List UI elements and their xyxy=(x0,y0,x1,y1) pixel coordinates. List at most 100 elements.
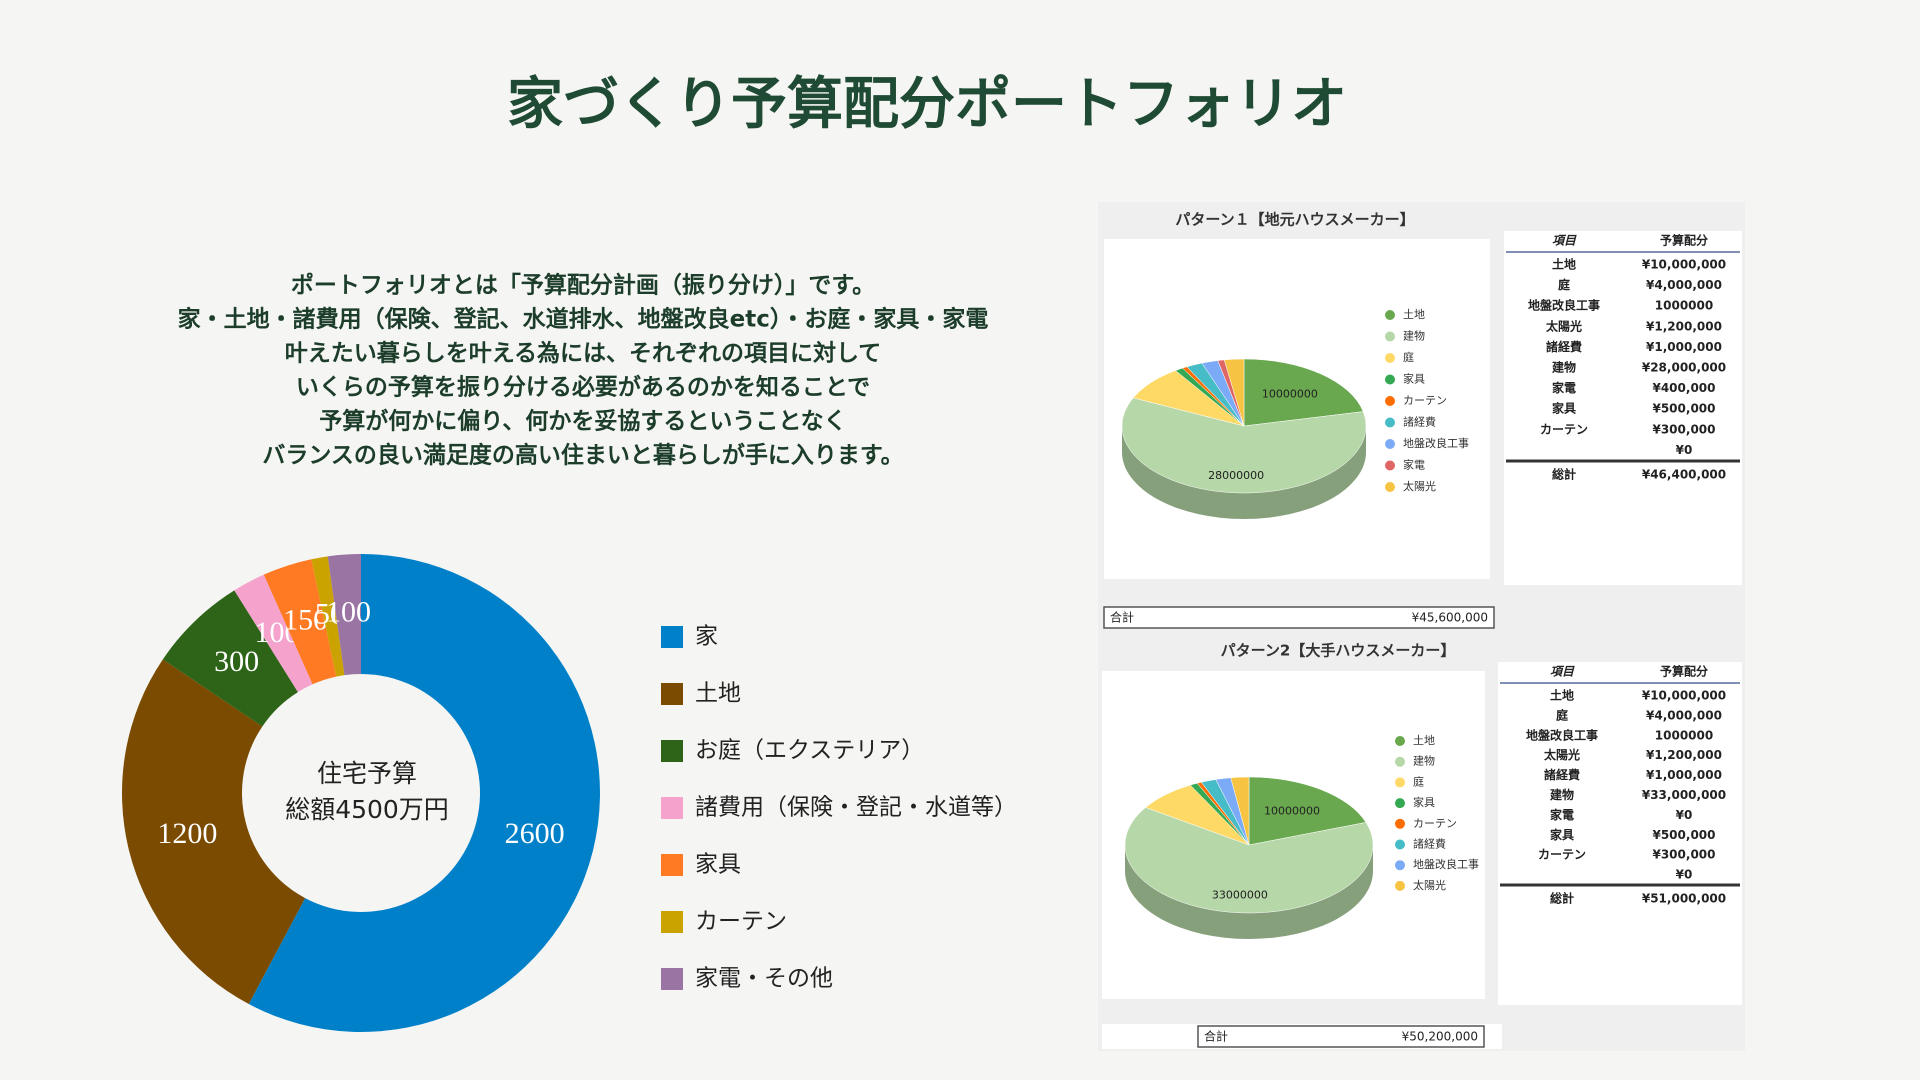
table-cell: ¥33,000,000 xyxy=(1642,788,1726,802)
legend-label: 土地 xyxy=(695,681,741,707)
table-cell: 諸経費 xyxy=(1544,767,1580,782)
table-cell: 太陽光 xyxy=(1546,318,1582,333)
legend-swatch xyxy=(1385,353,1395,363)
slice-label: 28000000 xyxy=(1208,469,1264,482)
slice-label: 300 xyxy=(214,645,259,678)
table-cell: 1000000 xyxy=(1655,728,1713,742)
center-label: 総額4500万円 xyxy=(285,795,449,824)
intro-line: 家・土地・諸費用（保険、登記、水道排水、地盤改良etc）・お庭・家具・家電 xyxy=(178,306,989,333)
legend-label: 建物 xyxy=(1403,329,1425,343)
table-cell: ¥10,000,000 xyxy=(1642,689,1726,703)
intro-line: ポートフォリオとは「予算配分計画（振り分け）」です。 xyxy=(291,272,875,299)
table-header: 予算配分 xyxy=(1660,233,1708,248)
legend-swatch xyxy=(1395,736,1405,746)
donut-slice xyxy=(327,554,361,676)
legend-swatch xyxy=(1385,460,1395,471)
legend-label: 家電・その他 xyxy=(695,966,833,992)
donut-slice xyxy=(311,556,345,677)
legend-swatch xyxy=(1385,331,1395,342)
pie-slice xyxy=(1230,776,1250,846)
table-cell: ¥300,000 xyxy=(1652,848,1715,862)
table-cell: ¥1,000,000 xyxy=(1646,768,1722,782)
chart-title: パターン１【地元ハウスメーカー】 xyxy=(1175,211,1414,229)
pie-slice xyxy=(1243,358,1364,427)
legend-label: カーテン xyxy=(1403,394,1447,407)
legend-swatch xyxy=(1385,374,1395,385)
slide-title: 家づくり予算配分ポートフォリオ xyxy=(507,72,1347,137)
table-cell: ¥0 xyxy=(1676,443,1693,457)
legend-swatch xyxy=(1395,777,1405,788)
table-box xyxy=(1504,231,1742,585)
chart-title: パターン2【大手ハウスメーカー】 xyxy=(1221,642,1456,660)
legend-label: 地盤改良工事 xyxy=(1403,436,1469,450)
legend-swatch xyxy=(661,911,683,933)
legend-label: 庭 xyxy=(1413,774,1424,788)
donut-slice xyxy=(121,659,306,1005)
legend-label: 諸経費 xyxy=(1403,415,1436,429)
table-header: 項目 xyxy=(1550,665,1575,679)
center-label: 住宅予算 xyxy=(317,759,417,788)
legend-swatch xyxy=(661,740,683,762)
table-cell: 家具 xyxy=(1550,827,1574,842)
slice-label: 33000000 xyxy=(1212,888,1268,901)
legend-swatch xyxy=(1395,798,1405,809)
pie-slice xyxy=(1223,358,1245,427)
table-box xyxy=(1498,662,1742,1005)
legend-swatch xyxy=(1395,818,1405,829)
table-cell: 庭 xyxy=(1556,707,1568,722)
legend-swatch xyxy=(1385,417,1395,428)
legend-swatch xyxy=(661,854,683,876)
legend-label: 土地 xyxy=(1413,734,1435,747)
legend-label: 諸経費 xyxy=(1413,837,1446,851)
table-cell: 諸経費 xyxy=(1546,339,1582,354)
legend-label: カーテン xyxy=(1413,817,1457,830)
sum-bar xyxy=(1103,606,1495,629)
pie-slice xyxy=(1121,397,1367,494)
legend-swatch xyxy=(661,683,683,705)
table-cell: 地盤改良工事 xyxy=(1528,298,1600,313)
table-cell: ¥400,000 xyxy=(1652,381,1715,395)
legend-swatch xyxy=(1395,756,1405,767)
table-cell: 土地 xyxy=(1550,688,1574,703)
sum-label: 合計 xyxy=(1204,1029,1228,1044)
legend-label: 家 xyxy=(695,624,718,650)
legend-swatch xyxy=(1385,439,1395,449)
legend-label: カーテン xyxy=(695,909,787,935)
table-cell: カーテン xyxy=(1538,848,1586,862)
table-cell: ¥10,000,000 xyxy=(1642,258,1726,272)
legend-label: 建物 xyxy=(1413,754,1435,768)
table-cell: 家具 xyxy=(1552,401,1576,416)
table-cell: 総計 xyxy=(1552,467,1576,482)
table-cell: 建物 xyxy=(1551,360,1576,375)
table-cell: カーテン xyxy=(1540,422,1588,436)
table-cell: ¥4,000,000 xyxy=(1646,708,1722,722)
legend-swatch xyxy=(1385,482,1395,492)
table-cell: ¥1,200,000 xyxy=(1646,748,1722,762)
legend-label: 家電 xyxy=(1403,458,1425,472)
slice-label: 2600 xyxy=(505,817,565,850)
donut-slice xyxy=(248,554,600,1032)
table-cell: ¥1,000,000 xyxy=(1646,340,1722,354)
legend-swatch xyxy=(661,797,683,819)
table-cell: 1000000 xyxy=(1655,299,1713,313)
table-cell: 土地 xyxy=(1552,257,1576,272)
table-cell: ¥46,400,000 xyxy=(1642,468,1726,482)
legend-label: 諸費用（保険・登記・水道等） xyxy=(695,795,1017,821)
table-cell: 総計 xyxy=(1550,891,1574,906)
table-cell: 家電 xyxy=(1552,380,1576,395)
table-cell: ¥51,000,000 xyxy=(1642,892,1726,906)
donut-slice xyxy=(234,574,313,693)
legend-label: 庭 xyxy=(1403,350,1414,364)
legend-label: 地盤改良工事 xyxy=(1413,857,1479,871)
table-cell: 地盤改良工事 xyxy=(1526,727,1598,742)
table-cell: 庭 xyxy=(1558,277,1570,292)
legend-label: 太陽光 xyxy=(1403,479,1436,493)
table-cell: ¥300,000 xyxy=(1652,422,1715,436)
table-cell: ¥0 xyxy=(1676,868,1693,882)
table-cell: ¥0 xyxy=(1676,808,1693,822)
table-cell: 太陽光 xyxy=(1544,747,1580,762)
legend-swatch xyxy=(661,968,683,990)
intro-line: いくらの予算を振り分ける必要があるのかを知ることで xyxy=(296,374,870,401)
